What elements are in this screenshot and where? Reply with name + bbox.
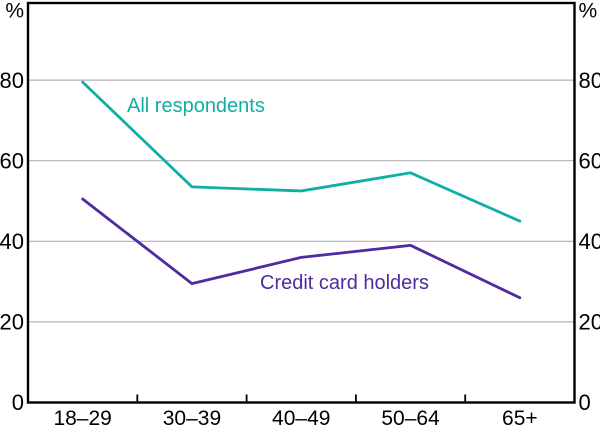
gridlines-layer — [28, 79, 575, 323]
y-tick-label-right-40: 40 — [579, 229, 600, 254]
axes-frame-layer — [26, 1, 576, 404]
series-line-credit-card-holders — [81, 197, 522, 300]
axis-text-layer: 0 0 20 20 40 40 60 60 80 80 18–29 30–39 40–49 50–64 65… — [0, 68, 600, 426]
y-tick-label-right-0: 0 — [579, 390, 591, 415]
x-category-label-65-: 65+ — [502, 407, 538, 426]
series-label-all-respondents: All respondents — [127, 95, 265, 117]
x-category-label-50-64: 50–64 — [381, 407, 440, 426]
x-category-label-40-49: 40–49 — [272, 407, 330, 426]
y-tick-label-left-40: 40 — [0, 229, 24, 254]
y-axis-unit-left: % — [5, 0, 24, 23]
series-layer — [81, 80, 522, 300]
x-category-label-30-39: 30–39 — [163, 407, 221, 426]
y-tick-label-right-60: 60 — [579, 148, 600, 173]
y-tick-label-right-20: 20 — [579, 310, 600, 335]
y-tick-label-right-80: 80 — [579, 68, 600, 93]
y-tick-label-left-0: 0 — [12, 390, 24, 415]
series-line-all-respondents — [81, 80, 522, 223]
y-tick-label-left-20: 20 — [0, 310, 24, 335]
y-tick-label-left-60: 60 — [0, 148, 24, 173]
y-axis-unit-right: % — [579, 0, 598, 23]
y-tick-label-left-80: 80 — [0, 68, 24, 93]
plot-frame — [26, 1, 576, 404]
series-label-credit-card-holders: Credit card holders — [260, 272, 429, 294]
x-category-label-18-29: 18–29 — [53, 407, 111, 426]
